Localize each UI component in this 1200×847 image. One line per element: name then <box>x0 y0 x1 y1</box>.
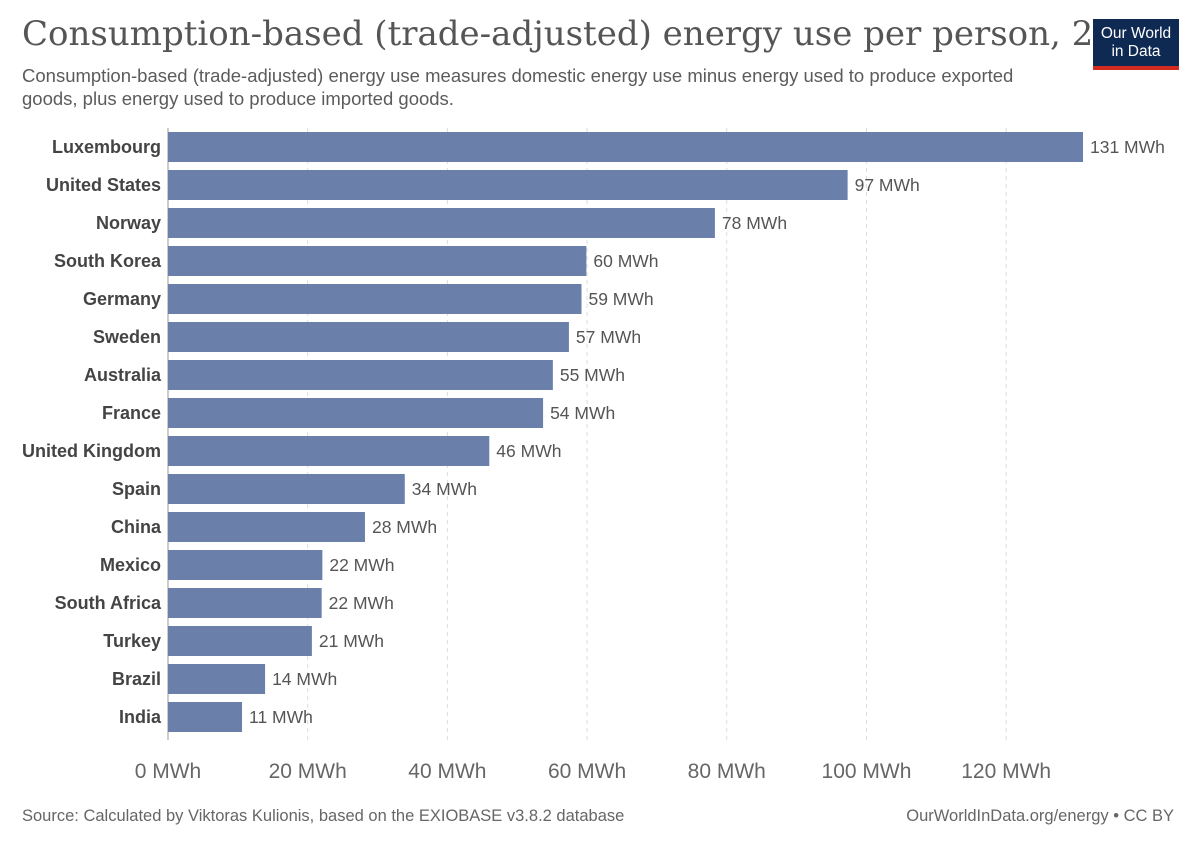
x-tick-label: 80 MWh <box>688 760 766 783</box>
category-label: United Kingdom <box>22 441 161 461</box>
value-label: 97 MWh <box>855 175 920 195</box>
category-label: Turkey <box>103 631 161 651</box>
bar[interactable] <box>168 246 587 276</box>
value-label: 21 MWh <box>319 631 384 651</box>
source-note: Source: Calculated by Viktoras Kulionis,… <box>22 807 625 825</box>
category-label: Brazil <box>112 669 161 689</box>
value-label: 46 MWh <box>496 441 561 461</box>
x-tick-label: 0 MWh <box>135 760 202 783</box>
bar[interactable] <box>168 702 243 732</box>
value-label: 11 MWh <box>249 707 313 727</box>
chart-subtitle: Consumption-based (trade-adjusted) energ… <box>22 65 1014 109</box>
x-tick-label: 20 MWh <box>269 760 347 783</box>
bar[interactable] <box>168 360 553 390</box>
category-label: Mexico <box>100 555 161 575</box>
license-link[interactable]: OurWorldInData.org/energy • CC BY <box>906 807 1174 825</box>
bar[interactable] <box>168 284 582 314</box>
x-axis-ticks: 0 MWh 20 MWh 40 MWh 60 MWh 80 MWh 100 MWh 120 … <box>135 760 1051 783</box>
value-label: 14 MWh <box>272 669 337 689</box>
value-label: 22 MWh <box>329 593 394 613</box>
bar[interactable] <box>168 512 365 542</box>
bar[interactable] <box>168 588 322 618</box>
bar-chart: Luxembourg 131 MWh United States 97 MWh Norw… <box>22 128 1165 783</box>
chart-title: Consumption-based (trade-adjusted) energ… <box>22 14 1159 54</box>
logo-line-2: in Data <box>1111 43 1161 60</box>
bar[interactable] <box>168 436 490 466</box>
value-label: 54 MWh <box>550 403 615 423</box>
category-label: China <box>111 517 162 537</box>
x-tick-label: 60 MWh <box>548 760 626 783</box>
bar[interactable] <box>168 626 312 656</box>
value-label: 60 MWh <box>593 251 658 271</box>
bar[interactable] <box>168 550 323 580</box>
category-label: Australia <box>84 365 162 385</box>
bar[interactable] <box>168 398 544 428</box>
bars <box>168 132 1083 732</box>
value-label: 22 MWh <box>329 555 394 575</box>
category-label: Germany <box>83 289 161 309</box>
category-label: Luxembourg <box>52 137 161 157</box>
value-label: 131 MWh <box>1090 137 1165 157</box>
bar[interactable] <box>168 664 266 694</box>
x-tick-label: 100 MWh <box>822 760 912 783</box>
x-tick-label: 120 MWh <box>961 760 1051 783</box>
value-label: 28 MWh <box>372 517 437 537</box>
bar[interactable] <box>168 132 1083 162</box>
category-label: Sweden <box>93 327 161 347</box>
labels: Luxembourg 131 MWh United States 97 MWh Norw… <box>22 137 1165 727</box>
category-label: India <box>119 707 162 727</box>
value-label: 57 MWh <box>576 327 641 347</box>
category-label: South Korea <box>54 251 162 271</box>
category-label: United States <box>46 175 161 195</box>
value-label: 55 MWh <box>560 365 625 385</box>
category-label: South Africa <box>55 593 162 613</box>
x-tick-label: 40 MWh <box>408 760 486 783</box>
category-label: Norway <box>96 213 161 233</box>
value-label: 59 MWh <box>588 289 653 309</box>
category-label: France <box>102 403 161 423</box>
value-label: 34 MWh <box>412 479 477 499</box>
owid-logo[interactable]: Our World in Data <box>1093 19 1179 70</box>
category-label: Spain <box>112 479 161 499</box>
bar[interactable] <box>168 170 848 200</box>
value-label: 78 MWh <box>722 213 787 233</box>
bar[interactable] <box>168 208 715 238</box>
bar[interactable] <box>168 322 569 352</box>
bar[interactable] <box>168 474 405 504</box>
logo-line-1: Our World <box>1100 25 1172 42</box>
